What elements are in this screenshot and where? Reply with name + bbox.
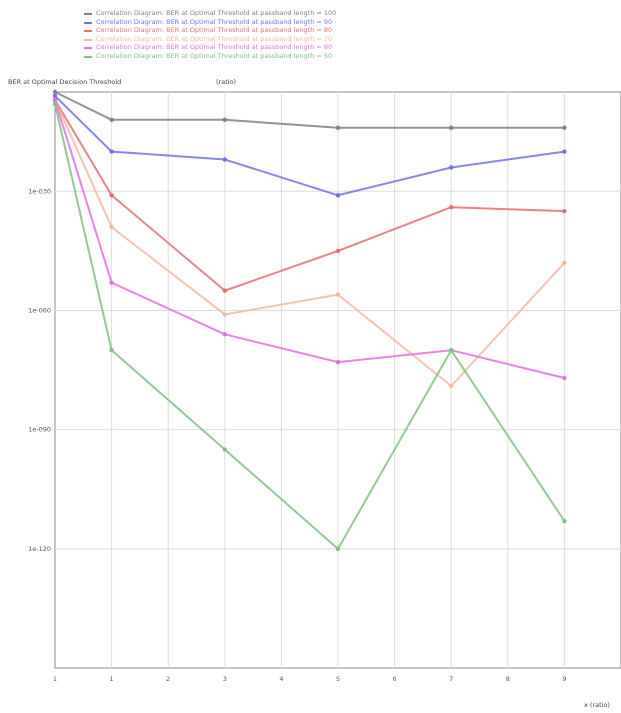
y-axis-label: BER at Optimal Decision Threshold [8,78,122,86]
series-point-4 [562,260,567,266]
series-point-4 [335,292,341,297]
series-point-3 [335,248,341,254]
x-tick-label: 7 [449,675,453,683]
legend-label: Correlation Diagram: BER at Optimal Thre… [96,34,333,43]
x-tick-label: 1 [110,675,114,683]
x-tick-label: 8 [506,675,510,683]
legend-entry-5: Correlation Diagram: BER at Optimal Thre… [84,43,504,52]
legend-label: Correlation Diagram: BER at Optimal Thre… [96,9,337,17]
series-point-3 [562,208,567,214]
x-tick-label: 1 [53,675,57,683]
legend-entry-4: Correlation Diagram: BER at Optimal Thre… [84,35,504,44]
series-point-2 [335,193,341,198]
series-point-5 [335,359,341,365]
y-tick-label: 1e-090 [28,426,51,434]
legend-entry-3: Correlation Diagram: BER at Optimal Thre… [84,26,504,35]
y-tick-label: 1e-120 [28,545,51,553]
legend-swatch [84,13,92,15]
series-point-6 [52,101,58,107]
legend-label: Correlation Diagram: BER at Optimal Thre… [96,51,333,60]
series-point-5 [562,375,567,381]
legend-swatch [84,30,92,33]
legend-swatch [84,38,92,41]
series-line-1 [54,91,565,129]
series-point-1 [222,117,227,123]
series-point-6 [562,518,567,524]
series-point-4 [222,312,227,317]
y-tick-label: 1e-060 [28,306,51,314]
series-point-5 [52,97,58,103]
legend-label: Correlation Diagram: BER at Optimal Thre… [96,17,333,26]
series-point-2 [222,157,227,162]
series-line-4 [54,99,566,387]
series-point-1 [562,125,567,130]
series-point-5 [109,280,114,285]
legend-entry-6: Correlation Diagram: BER at Optimal Thre… [84,52,504,61]
series-point-4 [449,383,454,389]
series-point-6 [109,348,114,353]
x-axis-label: x (ratio) [584,701,610,709]
series-point-2 [449,165,454,170]
legend-entry-2: Correlation Diagram: BER at Optimal Thre… [84,18,504,27]
series-point-6 [335,546,341,552]
series-line-3 [54,99,565,292]
series-line-6 [54,103,566,550]
series-point-5 [222,332,227,337]
series-point-6 [222,447,227,452]
legend-label: Correlation Diagram: BER at Optimal Thre… [96,26,333,35]
series-point-6 [449,348,454,353]
legend-label: Correlation Diagram: BER at Optimal Thre… [96,43,333,52]
units-label: (ratio) [216,78,237,86]
series-point-2 [52,93,58,99]
series-point-1 [449,125,454,130]
series-point-3 [449,205,454,210]
series-point-2 [109,149,114,154]
x-tick-label: 4 [279,675,283,683]
x-tick-label: 3 [223,675,227,683]
x-tick-label: 2 [166,675,170,683]
series-point-1 [335,125,341,130]
series-point-2 [562,149,567,154]
x-tick-label: 6 [393,675,397,683]
legend-swatch [84,55,92,58]
series-point-3 [222,288,227,293]
series-point-1 [109,117,114,123]
series-point-4 [109,224,114,230]
x-tick-label: 5 [336,675,340,683]
series-point-1 [52,89,58,95]
chart-legend: Correlation Diagram: BER at Optimal Thre… [84,9,504,61]
series-point-3 [109,193,114,198]
series-line-2 [54,95,565,197]
y-tick-label: 1e-030 [28,187,51,195]
legend-swatch [84,21,92,24]
series-line-5 [54,99,565,379]
legend-entry-1: Correlation Diagram: BER at Optimal Thre… [84,9,504,18]
legend-swatch [84,47,92,50]
x-tick-label: 9 [562,675,566,683]
